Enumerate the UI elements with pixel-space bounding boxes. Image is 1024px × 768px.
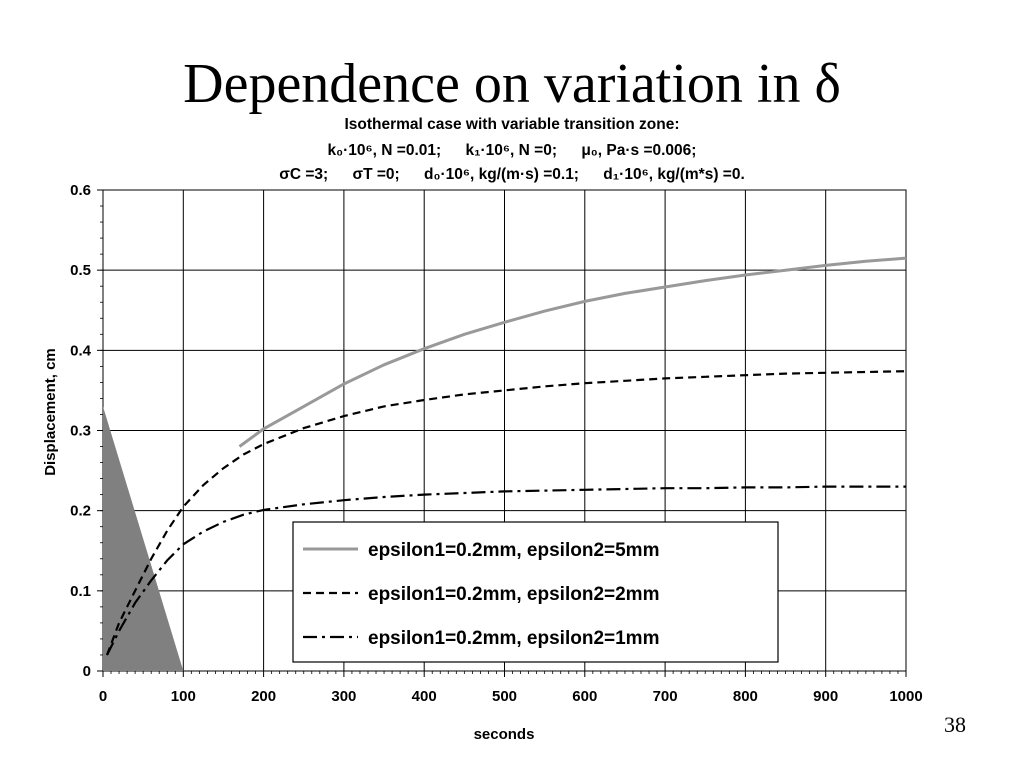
x-tick-label: 100: [171, 688, 196, 705]
x-tick-label: 600: [572, 688, 597, 705]
y-tick-label: 0.4: [70, 342, 92, 359]
legend-label-1: epsilon1=0.2mm, epsilon2=5mm: [368, 540, 659, 561]
x-tick-label: 300: [331, 688, 356, 705]
x-tick-label: 800: [733, 688, 758, 705]
x-tick-label: 1000: [889, 688, 922, 705]
x-tick-labels: 0 100 200 300 400 500 600 700 800 900 1000: [99, 688, 923, 705]
chart-title: Isothermal case with variable transition…: [344, 116, 680, 133]
legend-label-3: epsilon1=0.2mm, epsilon2=1mm: [368, 628, 659, 649]
subtitle-k1: k₁·10⁶, N =0;: [465, 142, 558, 159]
subtitle-d0: d₀·10⁶, kg/(m·s) =0.1;: [424, 166, 579, 183]
legend: epsilon1=0.2mm, epsilon2=5mm epsilon1=0.2…: [292, 521, 779, 663]
y-tick-label: 0.5: [70, 262, 91, 279]
x-tick-label: 0: [99, 688, 107, 705]
x-tick-label: 900: [813, 688, 838, 705]
x-axis-label: seconds: [474, 726, 535, 743]
slide-title: Dependence on variation in δ: [183, 53, 841, 115]
y-tick-label: 0.1: [70, 583, 91, 600]
legend-box: [292, 521, 779, 663]
chart-subtitle-line1: k₀·10⁶, N =0.01; k₁·10⁶, N =0; μ₀, Pa·s …: [0, 142, 1024, 160]
x-tick-label: 400: [412, 688, 437, 705]
x-tick-label: 700: [653, 688, 678, 705]
series-line-2: [105, 370, 907, 656]
y-tick-labels: 0 0.1 0.2 0.3 0.4 0.5 0.6: [70, 182, 92, 680]
y-tick-label: 0.2: [70, 503, 91, 520]
y-tick-label: 0.3: [70, 423, 91, 440]
shaded-triangle-layer: [103, 406, 184, 671]
subtitle-mu0: μ₀, Pa·s =0.006;: [581, 142, 697, 159]
series-line-1: [238, 256, 907, 448]
page-number: 38: [944, 712, 966, 737]
subtitle-d1: d₁·10⁶, kg/(m*s) =0.: [603, 166, 745, 183]
x-tick-label: 500: [492, 688, 517, 705]
subtitle-sigma-c: σC =3;: [279, 166, 329, 183]
y-tick-label: 0: [83, 663, 91, 680]
legend-label-2: epsilon1=0.2mm, epsilon2=2mm: [368, 584, 659, 605]
y-axis-label: Displacement, cm: [42, 348, 59, 476]
axis-ticks: [97, 189, 907, 677]
series-lines: [105, 256, 907, 656]
subtitle-k0: k₀·10⁶, N =0.01;: [327, 142, 442, 159]
series-line-3: [106, 485, 906, 656]
y-tick-label: 0.6: [70, 182, 91, 199]
chart-subtitle-line2: σC =3; σT =0; d₀·10⁶, kg/(m·s) =0.1; d₁·…: [0, 166, 1024, 184]
subtitle-sigma-t: σT =0;: [352, 166, 400, 183]
shaded-triangle: [103, 406, 184, 671]
x-tick-label: 200: [251, 688, 276, 705]
